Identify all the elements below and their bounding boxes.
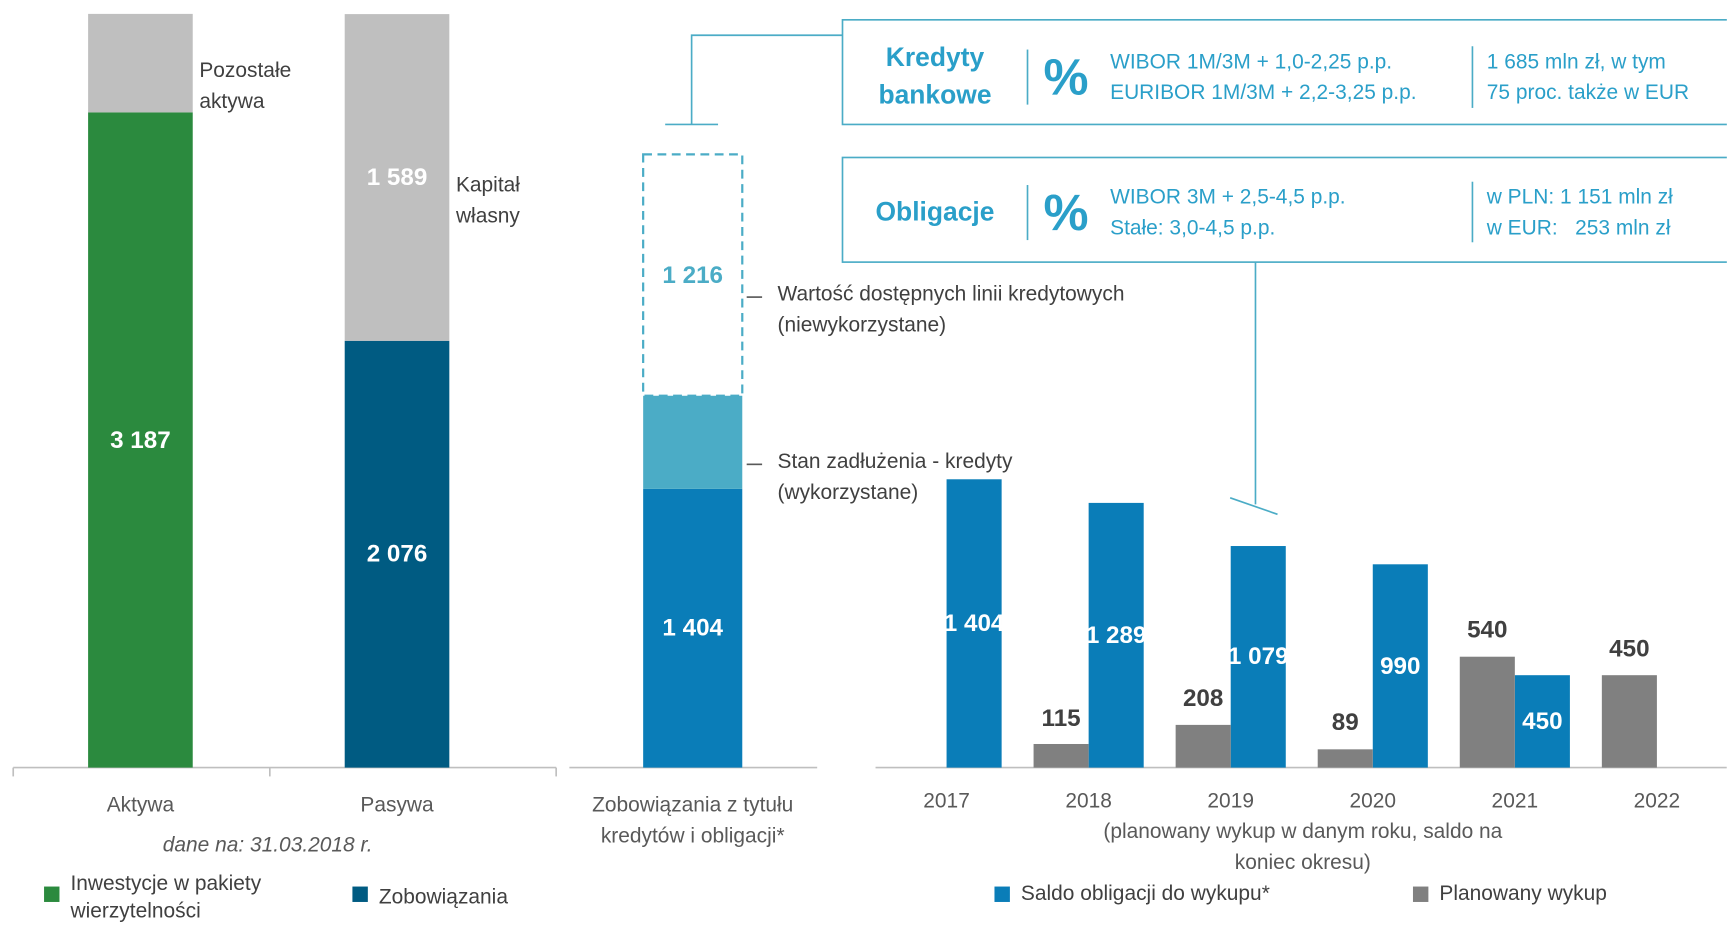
- x-tick-label: 2019: [1207, 789, 1254, 813]
- box-amount: 1 685 mln zł, w tym: [1486, 50, 1666, 74]
- box-rate: WIBOR 3M + 2,5-4,5 p.p.: [1110, 186, 1346, 210]
- x-tick-label: Aktywa: [106, 794, 175, 818]
- bar-segment: [344, 340, 450, 768]
- legend-swatch: [994, 886, 1010, 902]
- legend-swatch: [1412, 886, 1429, 902]
- x-tick-label: 2017: [923, 789, 970, 813]
- bar: [1317, 749, 1373, 768]
- x-tick-label: 2018: [1065, 789, 1112, 813]
- bar-segment: [88, 112, 193, 768]
- bar: [1230, 546, 1286, 768]
- box-title: Obligacje: [875, 197, 995, 227]
- value-label: 2 076: [366, 539, 428, 568]
- x-tick-label: Zobowiązania z tytułu kredytów i obligac…: [592, 794, 794, 849]
- bar-segment: [344, 14, 450, 341]
- segment-label: Wartość dostępnych linii kredytowych (ni…: [777, 282, 1125, 337]
- x-tick-label: 2021: [1491, 789, 1539, 813]
- value-label: 1 289: [1085, 620, 1147, 649]
- legend-label: Inwestycje w pakiety wierzytelności: [70, 872, 262, 923]
- value-label: 1 404: [943, 609, 1005, 637]
- bar: [946, 479, 1002, 768]
- bar: [1601, 675, 1657, 768]
- connector-cap: [1229, 497, 1278, 516]
- value-label: 115: [1041, 703, 1081, 731]
- box-rate: WIBOR 1M/3M + 1,0-2,25 p.p.: [1110, 50, 1393, 74]
- value-label: 450: [1609, 634, 1650, 662]
- bar-segment: [643, 488, 743, 768]
- subtitle: (planowany wykup w danym roku, saldo na …: [1103, 820, 1503, 875]
- value-label: 1 404: [662, 613, 724, 642]
- legend-label: Planowany wykup: [1439, 882, 1607, 906]
- value-label: 540: [1467, 615, 1508, 644]
- bar-segment: [642, 153, 744, 397]
- bar-segment: [643, 395, 743, 489]
- value-label: 1 079: [1227, 642, 1289, 671]
- value-label: 3 187: [110, 425, 171, 454]
- box-rate: Stałe: 3,0-4,5 p.p.: [1110, 216, 1276, 241]
- legend-swatch: [44, 886, 60, 902]
- legend-label: Saldo obligacji do wykupu*: [1020, 882, 1270, 906]
- bar: [1459, 656, 1515, 768]
- box-amount: w PLN: 1 151 mln zł: [1486, 186, 1673, 210]
- info-box: [841, 156, 1727, 263]
- info-box: [841, 18, 1727, 126]
- value-label: 1 216: [662, 260, 724, 289]
- value-label: 990: [1380, 651, 1421, 680]
- caption: dane na: 31.03.2018 r.: [162, 833, 373, 857]
- box-title: Kredyty bankowe: [878, 42, 992, 111]
- x-tick-label: 2022: [1633, 789, 1681, 813]
- box-symbol: %: [1043, 183, 1089, 242]
- bar: [1514, 675, 1570, 768]
- box-amount: w EUR: 253 mln zł: [1486, 216, 1671, 241]
- value-label: 208: [1182, 684, 1224, 712]
- value-label: 89: [1331, 708, 1359, 737]
- x-tick-label: Pasywa: [360, 794, 434, 818]
- bar: [1033, 743, 1089, 768]
- bar: [1372, 564, 1428, 768]
- box-symbol: %: [1043, 48, 1089, 106]
- segment-label: Kapitał własny: [455, 174, 520, 229]
- bar-segment: [88, 13, 193, 113]
- legend-label: Zobowiązania: [378, 885, 508, 910]
- box-amount: 75 proc. także w EUR: [1486, 81, 1690, 105]
- value-label: 450: [1522, 707, 1563, 735]
- value-label: 1 589: [366, 163, 428, 191]
- info-boxes: [665, 18, 1727, 516]
- axes: [12, 766, 1727, 777]
- connector: [690, 34, 843, 125]
- segment-label: Stan zadłużenia - kredyty (wykorzystane): [777, 450, 1013, 504]
- segment-label: Pozostałe aktywa: [199, 59, 292, 114]
- legend-swatch: [352, 886, 368, 902]
- bar: [1175, 724, 1231, 768]
- x-tick-label: 2020: [1349, 789, 1397, 813]
- bar: [1088, 502, 1144, 768]
- box-rate: EURIBOR 1M/3M + 2,2-3,25 p.p.: [1110, 81, 1417, 105]
